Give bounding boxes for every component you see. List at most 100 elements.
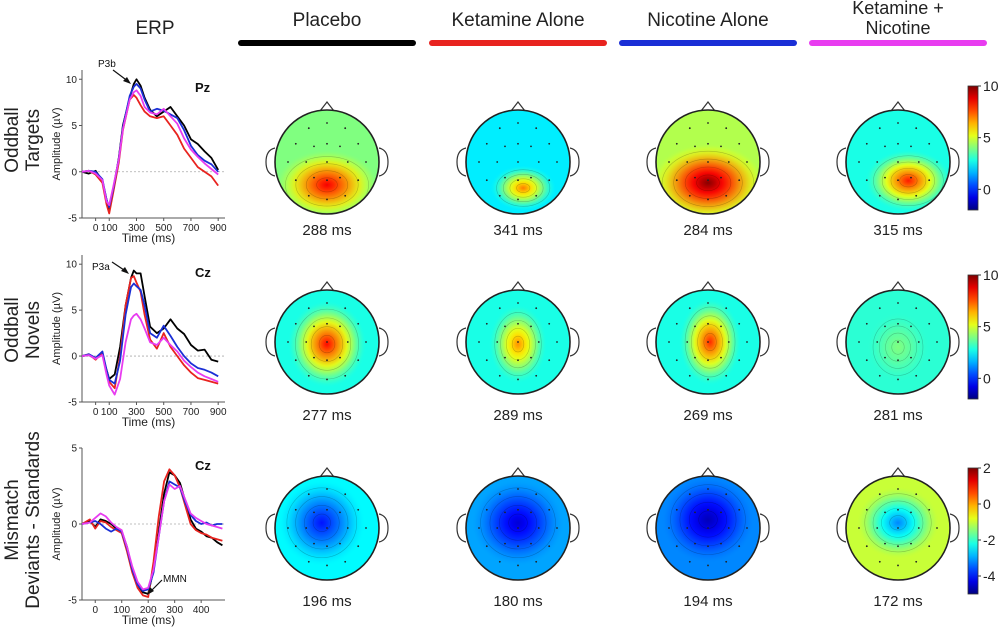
topography-maps: 288 ms 341 ms 284 ms 315 ms 277 ms 289 ms 269 … (265, 101, 960, 610)
electrode-dot (548, 179, 551, 182)
contour-line (295, 496, 349, 550)
electrode-dot (517, 378, 519, 381)
electrode-dot (537, 161, 540, 163)
electrode-dot (517, 142, 519, 145)
electrode-dot (530, 356, 532, 359)
latency-label: 194 ms (683, 593, 732, 610)
y-tick-label: 0 (71, 167, 77, 178)
scalp-fill (656, 476, 760, 580)
electrode-dot (326, 322, 328, 325)
electrode-dot (707, 341, 709, 343)
electrode-dot (878, 194, 881, 197)
right-ear (569, 327, 580, 357)
electrode-dot (897, 527, 899, 529)
electrode-dot (688, 127, 691, 130)
contour-line (316, 177, 338, 193)
electrode-dot (346, 341, 349, 343)
electrode-dot (915, 560, 918, 563)
electrode-dot (517, 179, 519, 182)
contour-line (318, 335, 336, 354)
electrode-dot (694, 176, 696, 179)
nose (700, 101, 716, 112)
colorbar-tick-label: -4 (983, 568, 996, 584)
electrode-dot (720, 325, 722, 328)
contour-line (508, 513, 528, 532)
electrode-dot (668, 527, 670, 529)
condition-label: Placebo (293, 10, 362, 31)
x-tick-label: 900 (210, 223, 227, 234)
electrode-dot (897, 488, 899, 490)
electrode-label: Pz (195, 80, 211, 95)
electrode-dot (738, 322, 741, 325)
condition-header-1: Ketamine Alone (429, 10, 607, 46)
activity-blob (866, 311, 930, 383)
electrode-dot (915, 493, 918, 496)
electrode-dot (326, 142, 328, 145)
electrode-dot (305, 527, 308, 529)
y-tick-label: 0 (71, 352, 77, 363)
electrode-dot (858, 161, 860, 163)
electrode-dot (530, 511, 532, 514)
electrode-dot (339, 511, 341, 514)
electrode-dot (675, 359, 678, 362)
electrode-dot (917, 527, 920, 529)
nose (319, 281, 335, 292)
electrode-dot (535, 560, 538, 563)
electrode-dot (675, 179, 678, 182)
electrode-dot (858, 527, 860, 529)
colorbar-gradient (967, 85, 979, 211)
nose (510, 101, 526, 112)
electrode-dot (897, 198, 899, 201)
electrode-dot (517, 341, 519, 343)
electrode-dot (727, 341, 730, 343)
electrode-dot (897, 322, 899, 325)
right-ear (949, 513, 960, 543)
contour-line (286, 487, 358, 559)
electrode-dot (897, 142, 899, 145)
contour-line (890, 167, 927, 194)
electrode-dot (727, 161, 730, 163)
electrode-dot (287, 161, 289, 163)
electrode-dot (313, 145, 315, 148)
contour-line (703, 332, 717, 352)
erp-header: ERP (135, 18, 174, 39)
colorbar-tick-label: 5 (983, 319, 991, 335)
x-tick-label: 0 (93, 223, 99, 234)
contour-line (304, 505, 340, 541)
electrode-dot (517, 488, 519, 490)
contour-line (899, 174, 918, 188)
condition-header-2: Nicotine Alone (619, 10, 797, 46)
scalp-map-1-2: 269 ms (646, 281, 770, 424)
y-axis-label: Amplitude (µV) (51, 108, 63, 181)
activity-blob (656, 143, 760, 214)
electrode-dot (517, 527, 519, 529)
left-ear (646, 513, 657, 543)
electrode-dot (725, 307, 728, 310)
electrode-dot (517, 564, 519, 567)
electrode-dot (535, 307, 538, 310)
electrode-dot (884, 176, 886, 179)
electrode-dot (910, 356, 912, 359)
electrode-dot (530, 145, 532, 148)
electrode-dot (357, 359, 360, 362)
contour-line (885, 332, 911, 362)
latency-label: 196 ms (302, 593, 351, 610)
scalp-map-0-3: 315 ms (836, 101, 960, 239)
electrode-dot (915, 374, 918, 377)
electrode-dot (344, 194, 347, 197)
electrode-dot (517, 122, 519, 124)
electrode-dot (339, 176, 341, 179)
electrode-dot (548, 359, 551, 362)
electrode-dot (548, 508, 551, 511)
contour-line (285, 156, 369, 214)
erp-series-line (82, 269, 219, 380)
row-label-line: Targets (23, 109, 44, 171)
nose (890, 281, 906, 292)
annotation-label: P3a (92, 262, 110, 273)
electrode-dot (344, 127, 347, 130)
electrode-dot (707, 161, 709, 163)
colorbar-tick-label: 0 (983, 370, 991, 386)
electrode-dot (535, 374, 538, 377)
latency-label: 315 ms (873, 222, 922, 239)
